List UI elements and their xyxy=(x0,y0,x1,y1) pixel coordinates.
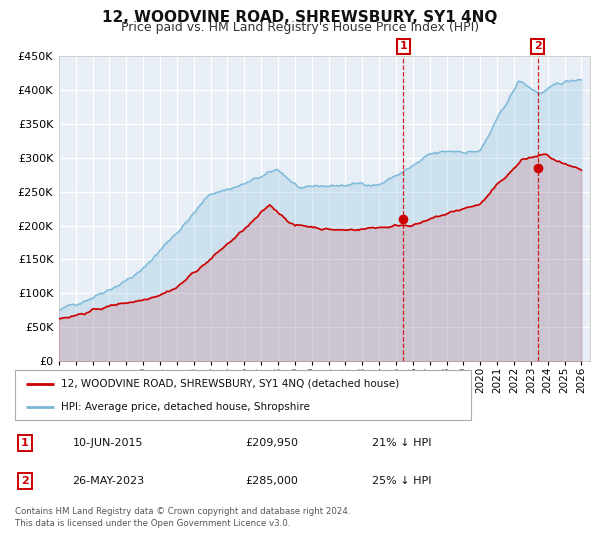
Text: 2: 2 xyxy=(21,476,29,486)
Text: 25% ↓ HPI: 25% ↓ HPI xyxy=(372,476,431,486)
Text: Price paid vs. HM Land Registry's House Price Index (HPI): Price paid vs. HM Land Registry's House … xyxy=(121,21,479,34)
Text: 12, WOODVINE ROAD, SHREWSBURY, SY1 4NQ: 12, WOODVINE ROAD, SHREWSBURY, SY1 4NQ xyxy=(103,10,497,25)
Text: 2: 2 xyxy=(533,41,541,52)
Text: £285,000: £285,000 xyxy=(245,476,298,486)
Text: 26-MAY-2023: 26-MAY-2023 xyxy=(73,476,145,486)
Text: 21% ↓ HPI: 21% ↓ HPI xyxy=(372,438,431,448)
FancyBboxPatch shape xyxy=(15,370,471,420)
Text: 12, WOODVINE ROAD, SHREWSBURY, SY1 4NQ (detached house): 12, WOODVINE ROAD, SHREWSBURY, SY1 4NQ (… xyxy=(61,379,399,389)
Text: 1: 1 xyxy=(400,41,407,52)
Text: Contains HM Land Registry data © Crown copyright and database right 2024.
This d: Contains HM Land Registry data © Crown c… xyxy=(15,507,350,528)
Text: 10-JUN-2015: 10-JUN-2015 xyxy=(73,438,143,448)
Text: HPI: Average price, detached house, Shropshire: HPI: Average price, detached house, Shro… xyxy=(61,403,310,412)
Text: 1: 1 xyxy=(21,438,29,448)
Text: £209,950: £209,950 xyxy=(245,438,298,448)
